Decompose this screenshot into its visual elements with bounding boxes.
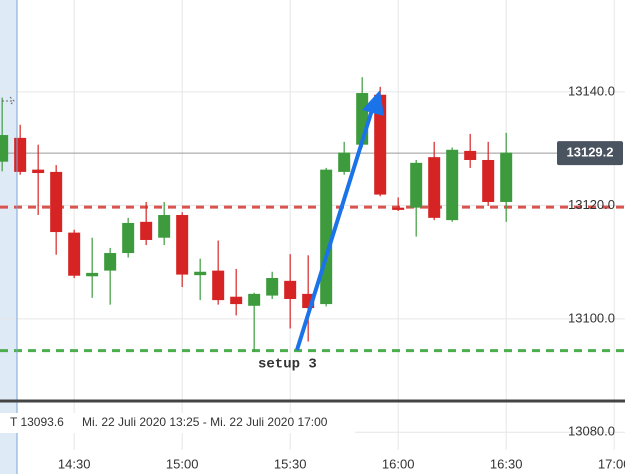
candle-body <box>374 94 387 195</box>
candle-body <box>32 169 45 174</box>
candle-body <box>338 152 351 172</box>
candle-body <box>464 150 477 160</box>
info-strip <box>0 413 355 433</box>
candle-body <box>14 137 27 172</box>
annotation-arrowhead <box>362 90 384 116</box>
y-tick-label: 13120.0 <box>568 197 615 212</box>
candle-body <box>194 271 207 276</box>
candle-body <box>158 215 171 238</box>
candle-body <box>482 159 495 202</box>
x-tick-label: 15:30 <box>274 456 307 471</box>
candle-body <box>284 280 297 299</box>
y-tick-label: 13140.0 <box>568 83 615 98</box>
info-last: T 13093.6 <box>10 415 64 429</box>
price-tag-label: 13129.2 <box>567 145 614 160</box>
x-tick-label: 14:30 <box>58 456 91 471</box>
candle-body <box>392 207 405 210</box>
x-tick-label: 16:00 <box>382 456 415 471</box>
candle-body <box>122 222 135 254</box>
candle-body <box>176 215 189 275</box>
price-tag <box>557 141 623 166</box>
info-range: Mi. 22 Juli 2020 13:25 - Mi. 22 Juli 202… <box>82 415 328 429</box>
candle-body <box>410 162 423 208</box>
candle-body <box>50 171 63 233</box>
x-tick-label: 16:30 <box>490 456 523 471</box>
candle-body <box>230 296 243 305</box>
x-tick-label: 15:00 <box>166 456 199 471</box>
candle-body <box>68 232 81 276</box>
candle-body <box>86 272 99 277</box>
candle-body <box>248 293 261 306</box>
candle-body <box>104 253 117 271</box>
candle-body <box>428 157 441 218</box>
annotation-arrow <box>295 109 374 351</box>
candle-body <box>0 135 9 162</box>
x-tick-label: 17:00 <box>598 456 625 471</box>
annotation-text: setup 3 <box>258 357 317 373</box>
candle-body <box>446 149 459 221</box>
candle-body <box>212 270 225 301</box>
y-tick-label: 13100.0 <box>568 310 615 325</box>
selection-band <box>0 0 17 474</box>
candle-body <box>500 152 513 202</box>
y-tick-label: 13080.0 <box>568 424 615 439</box>
candle-body <box>266 277 279 296</box>
marker-arrow <box>2 96 15 106</box>
candle-body <box>140 221 153 240</box>
